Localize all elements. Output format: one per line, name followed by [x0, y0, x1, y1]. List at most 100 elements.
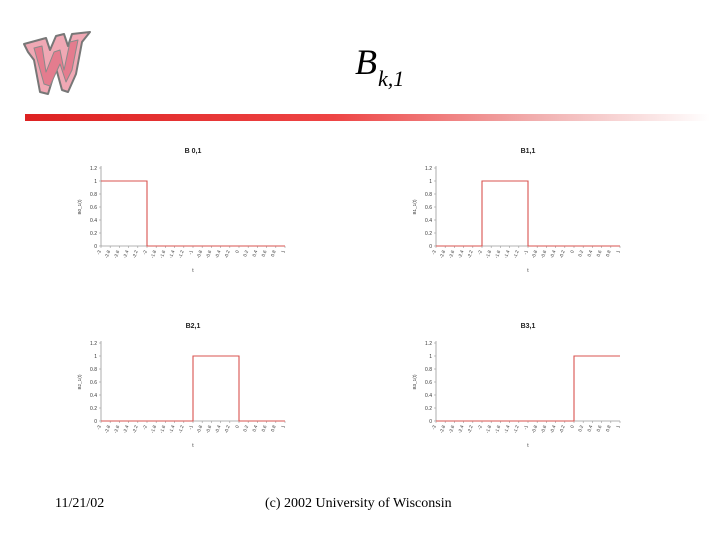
chart-b11: B1,100.20.40.60.811.2-3 -2.8 -2.6 -2.4 -2.2-… [412, 148, 621, 274]
y-tick-label: 0 [429, 419, 432, 425]
x-tick-label: 0 [569, 424, 575, 429]
chart-title: B2,1 [186, 323, 201, 330]
x-tick-label: -1.4 [168, 249, 176, 259]
x-tick-label: -2 [142, 424, 148, 430]
x-axis-label: t [192, 443, 194, 449]
slide-title: Bk,1 [355, 44, 404, 90]
wisconsin-w-logo [23, 31, 91, 95]
y-tick-label: 1 [94, 354, 97, 360]
y-tick-label: 1.2 [90, 341, 97, 347]
x-tick-label: -1.6 [494, 249, 502, 259]
x-tick-label: -1.2 [177, 424, 185, 434]
x-tick-label: -3 [96, 249, 102, 255]
x-tick-label: -0.8 [531, 249, 539, 259]
x-tick-label: -1 [523, 424, 529, 430]
chart-title: B1,1 [521, 148, 536, 155]
x-tick-label: -2.2 [131, 424, 139, 434]
x-tick-label: -0.2 [223, 249, 231, 259]
x-tick-label: -1.2 [512, 249, 520, 259]
x-tick-label: -1 [188, 249, 194, 255]
x-tick-label: 0 [234, 249, 240, 254]
x-axis-label: t [527, 443, 529, 449]
title-accent-bar [25, 114, 710, 121]
x-tick-label: 0.4 [251, 424, 258, 432]
x-tick-label: 1 [615, 424, 621, 429]
y-tick-label: 0.2 [90, 231, 97, 237]
chart-title: B 0,1 [185, 148, 202, 155]
x-tick-label: -0.4 [214, 424, 222, 434]
chart-b31: B3,100.20.40.60.811.2-3 -2.8 -2.6 -2.4 -2.2-… [412, 323, 621, 449]
x-tick-label: -0.6 [540, 249, 548, 259]
x-tick-label: 1 [280, 424, 286, 429]
chart-b01: B 0,100.20.40.60.811.2-3 -2.8 -2.6 -2.4 -2.2… [77, 148, 286, 274]
y-tick-label: 0.8 [90, 192, 97, 198]
series-line [101, 355, 285, 422]
x-tick-label: -1.8 [150, 424, 158, 434]
y-tick-label: 0.2 [90, 406, 97, 412]
x-axis-label: t [192, 268, 194, 274]
x-tick-label: -2.6 [113, 249, 121, 259]
y-tick-label: 0.8 [90, 367, 97, 373]
x-tick-label: -0.8 [196, 249, 204, 259]
x-tick-label: -0.4 [549, 249, 557, 259]
x-tick-label: -2 [142, 249, 148, 255]
slide-title-subscript: k,1 [378, 66, 405, 91]
x-tick-label: 0.6 [596, 424, 603, 432]
x-tick-label: -1.6 [159, 424, 167, 434]
y-tick-label: 0.2 [425, 231, 432, 237]
y-tick-label: 0.8 [425, 192, 432, 198]
x-tick-label: 0.8 [605, 424, 612, 432]
footer-date: 11/21/02 [55, 496, 105, 511]
x-tick-label: -1.6 [159, 249, 167, 259]
series-line [436, 180, 620, 247]
x-tick-label: 1 [280, 249, 286, 254]
x-tick-label: -1 [188, 424, 194, 430]
x-tick-label: -2.4 [457, 249, 465, 259]
x-tick-label: -1.8 [485, 424, 493, 434]
y-tick-label: 0.4 [425, 218, 432, 224]
x-axis-label: t [527, 268, 529, 274]
x-tick-label: -1.4 [503, 249, 511, 259]
x-tick-label: -2.4 [122, 249, 130, 259]
y-tick-label: 0 [94, 244, 97, 250]
y-axis-label: B3_1(t) [412, 374, 417, 390]
x-tick-label: 0.4 [586, 424, 593, 432]
x-tick-label: -2.6 [113, 424, 121, 434]
y-tick-label: 1.2 [425, 166, 432, 172]
x-tick-label: -0.6 [205, 249, 213, 259]
y-tick-label: 1.2 [425, 341, 432, 347]
x-tick-label: 0.2 [577, 249, 584, 257]
x-tick-label: -2.6 [448, 424, 456, 434]
x-tick-label: -0.2 [223, 424, 231, 434]
y-tick-label: 0.6 [425, 380, 432, 386]
x-tick-label: -0.2 [558, 249, 566, 259]
x-tick-label: 0 [569, 249, 575, 254]
x-tick-label: -1.2 [512, 424, 520, 434]
y-tick-label: 0.4 [425, 393, 432, 399]
x-tick-label: -2.8 [104, 249, 112, 259]
y-tick-label: 0.6 [425, 205, 432, 211]
x-tick-label: 0.8 [270, 249, 277, 257]
x-tick-label: 0.2 [242, 249, 249, 257]
x-tick-label: 0.2 [577, 424, 584, 432]
x-tick-label: -2.4 [122, 424, 130, 434]
x-tick-label: 0.6 [261, 424, 268, 432]
x-tick-label: 0.2 [242, 424, 249, 432]
x-tick-label: -0.8 [196, 424, 204, 434]
x-tick-label: 0.6 [261, 249, 268, 257]
x-tick-label: -2.2 [466, 424, 474, 434]
x-tick-label: -2 [477, 424, 483, 430]
y-tick-label: 0.4 [90, 218, 97, 224]
x-tick-label: -2.2 [131, 249, 139, 259]
x-tick-label: -1.4 [503, 424, 511, 434]
x-tick-label: -0.2 [558, 424, 566, 434]
x-tick-label: -3 [431, 424, 437, 430]
x-tick-label: 1 [615, 249, 621, 254]
x-tick-label: -1.2 [177, 249, 185, 259]
y-tick-label: 0.2 [425, 406, 432, 412]
x-tick-label: -2.8 [439, 249, 447, 259]
x-tick-label: -3 [96, 424, 102, 430]
x-tick-label: 0.8 [270, 424, 277, 432]
x-tick-label: -2 [477, 249, 483, 255]
chart-b21: B2,100.20.40.60.811.2-3 -2.8 -2.6 -2.4 -2.2-… [77, 323, 286, 449]
